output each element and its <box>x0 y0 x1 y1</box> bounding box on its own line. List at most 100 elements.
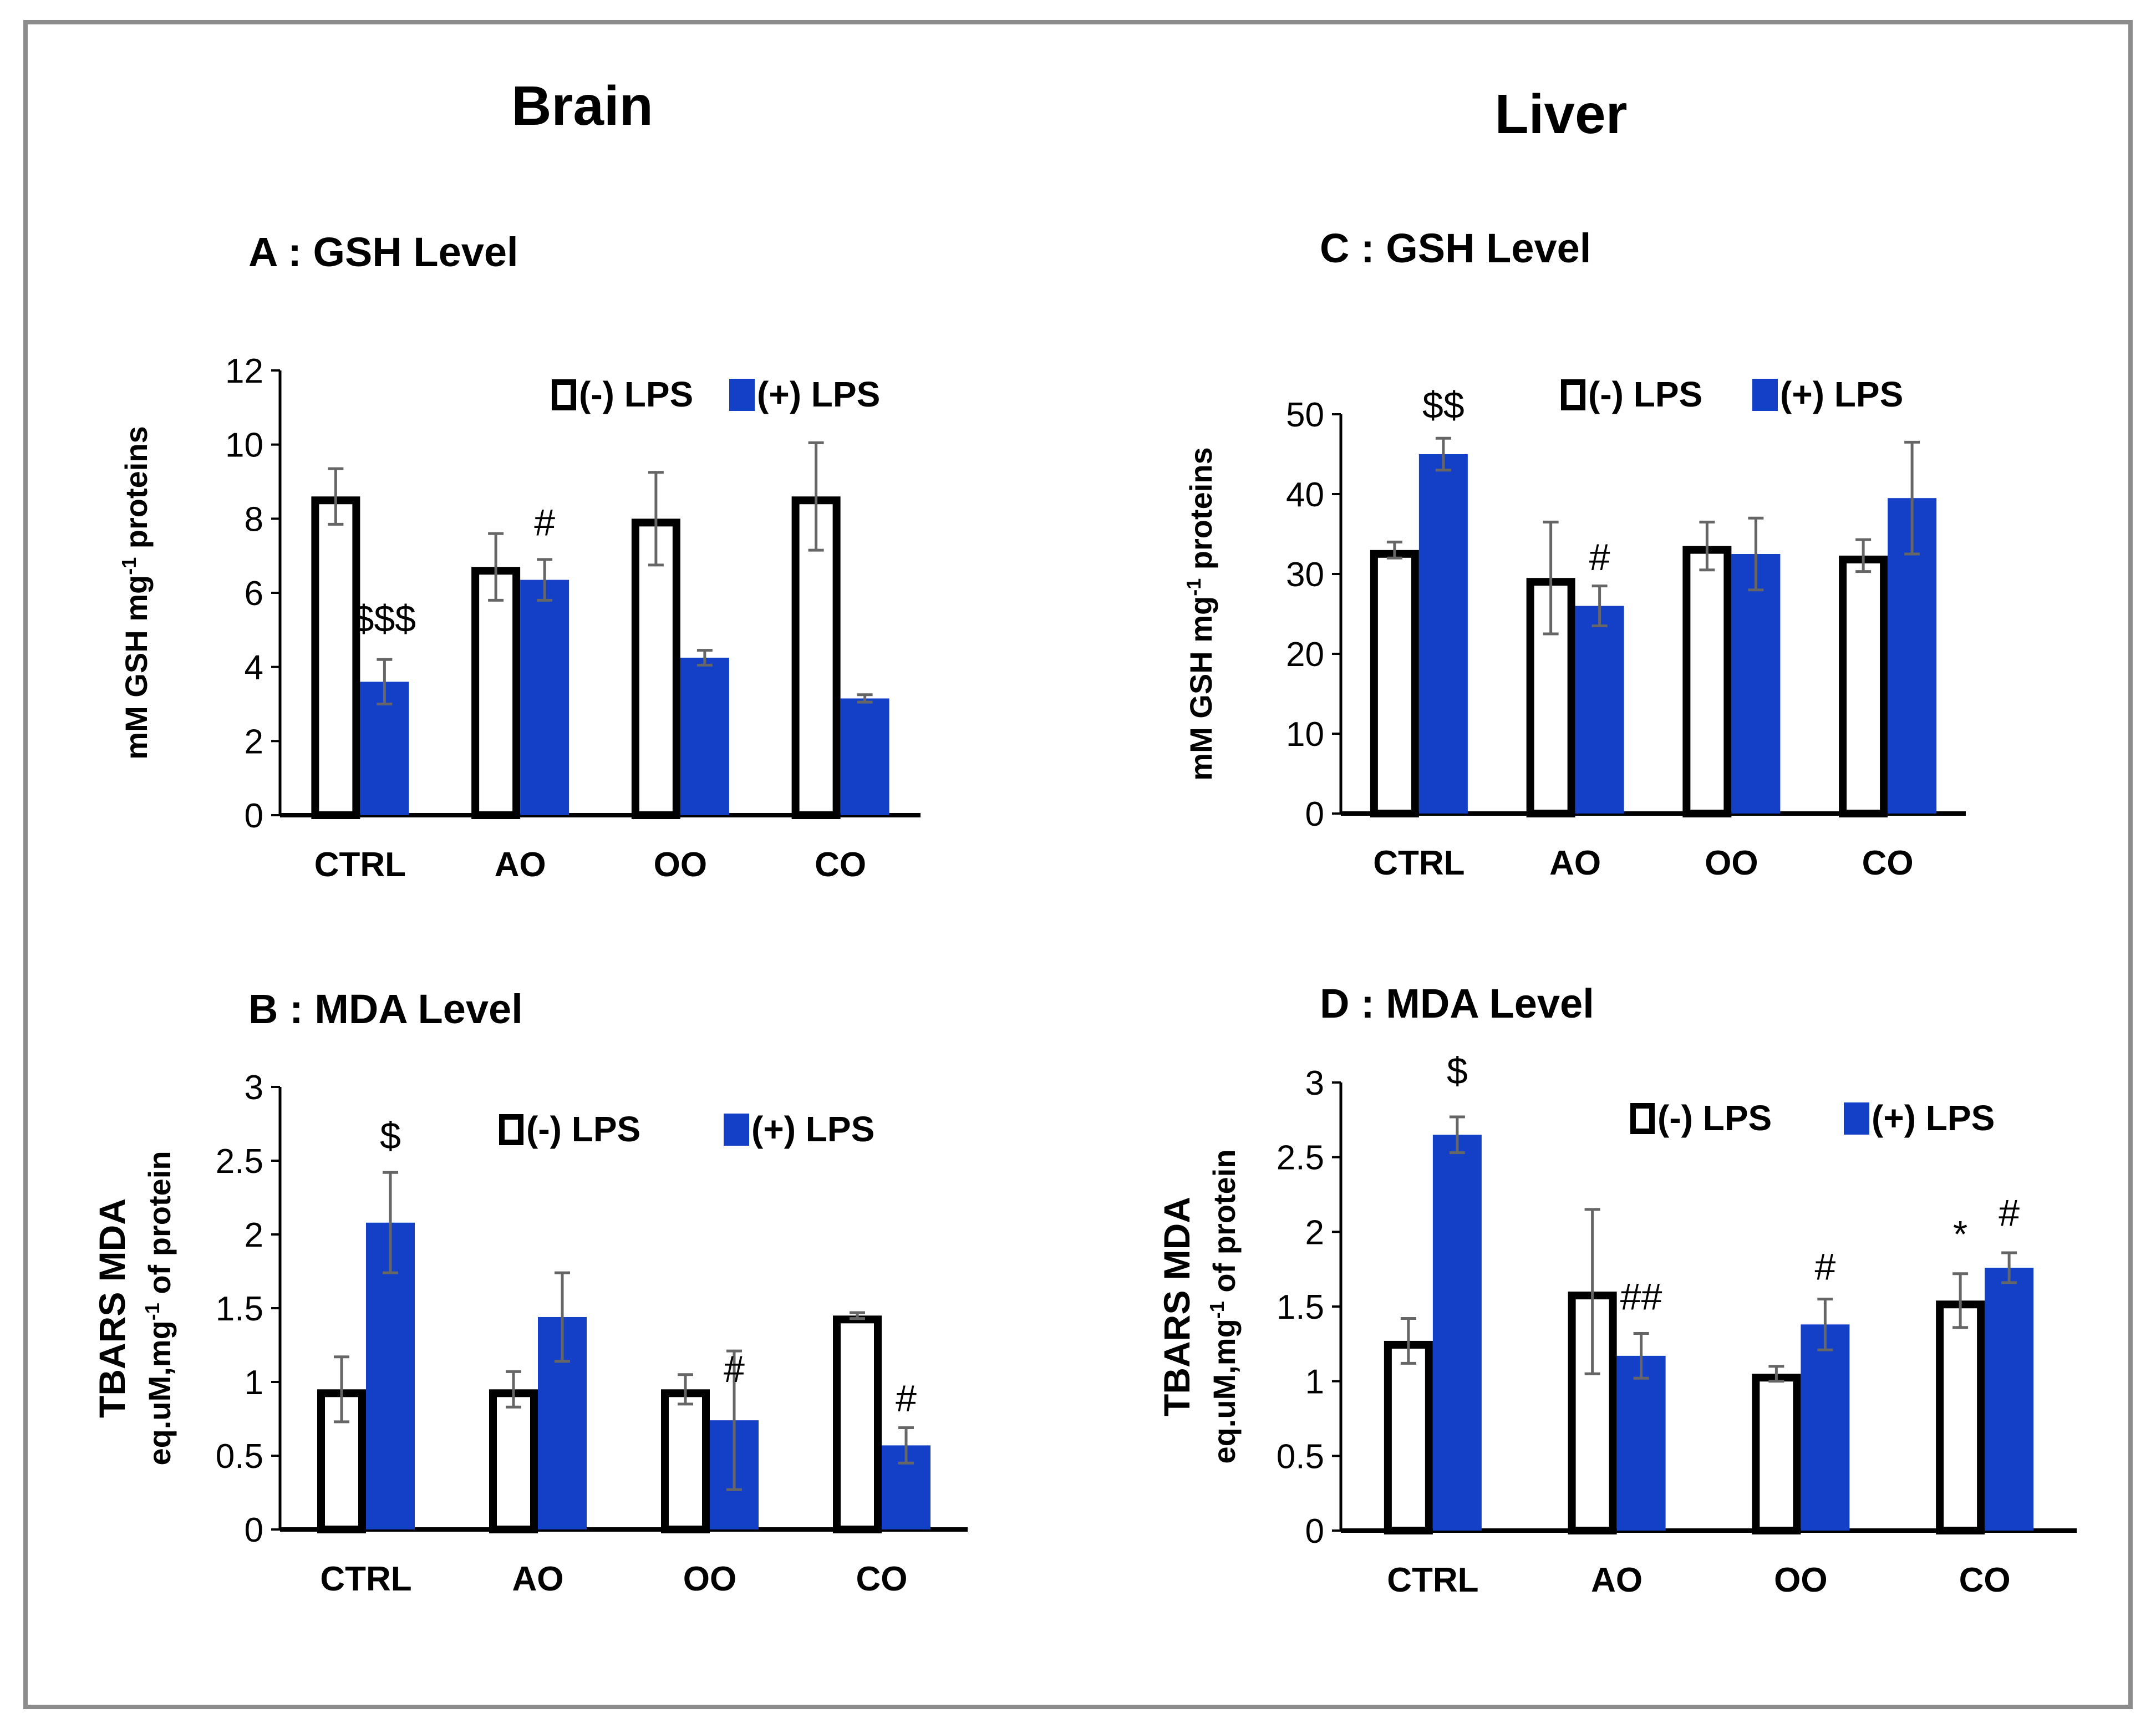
legend-label-neg: (-) LPS <box>526 1109 640 1149</box>
legend-swatch-pos <box>1752 379 1778 411</box>
bar-neg-lps <box>1682 546 1732 817</box>
legend-swatch-neg <box>1561 379 1585 410</box>
bar-neg-lps <box>1752 1374 1801 1534</box>
significance-mark: # <box>724 1348 745 1390</box>
y-tick-label: 12 <box>225 352 263 390</box>
ylabel-superscript: -1 <box>1206 1301 1228 1319</box>
significance-mark: # <box>1589 536 1610 578</box>
legend-label-pos: (+) LPS <box>1780 374 1903 414</box>
significance-mark: # <box>534 501 555 543</box>
y-tick-label: 20 <box>1286 636 1324 674</box>
y-tick-label: 10 <box>1286 715 1324 754</box>
chart-title: B : MDA Level <box>248 986 523 1032</box>
y-tick-label: 2 <box>1305 1213 1324 1252</box>
y-tick-label: 6 <box>245 575 263 613</box>
bar-pos-lps <box>1418 454 1468 814</box>
y-tick-label: 2.5 <box>216 1142 263 1181</box>
x-tick-label: AO <box>1549 844 1601 882</box>
x-tick-label: AO <box>1591 1561 1643 1599</box>
legend-swatch-pos <box>724 1114 749 1146</box>
x-tick-label: AO <box>495 846 546 884</box>
y-tick-label: 30 <box>1286 556 1324 594</box>
x-tick-label: CO <box>1862 844 1914 882</box>
y-tick-label: 1 <box>245 1364 263 1402</box>
bar-neg-lps <box>489 1389 538 1534</box>
y-tick-label: 0 <box>1305 795 1324 833</box>
significance-mark: # <box>1814 1246 1835 1288</box>
y-tick-label: 0 <box>1305 1512 1324 1551</box>
bar-pos-lps <box>680 657 729 815</box>
bar-neg-lps <box>833 1315 882 1534</box>
legend-label-pos: (+) LPS <box>757 374 880 414</box>
bar-pos-lps <box>520 580 569 815</box>
x-tick-label: OO <box>683 1560 736 1598</box>
bar-pos-lps <box>1801 1324 1850 1531</box>
x-tick-label: CO <box>1959 1561 2011 1599</box>
bar-pos-lps <box>1731 554 1781 814</box>
y-tick-label: 1.5 <box>1277 1288 1324 1327</box>
bar-pos-lps <box>1985 1267 2034 1531</box>
chart-title: C : GSH Level <box>1320 225 1591 271</box>
legend-swatch-neg <box>1630 1103 1655 1134</box>
y-tick-label: 3 <box>245 1069 263 1107</box>
column-title-brain: Brain <box>511 75 653 137</box>
y-tick-label: 0 <box>245 1511 263 1549</box>
legend-label-neg: (-) LPS <box>1657 1098 1772 1138</box>
significance-mark: $$ <box>1422 384 1465 426</box>
significance-mark: $ <box>1447 1050 1468 1092</box>
y-tick-label: 50 <box>1286 396 1324 434</box>
bar-neg-lps <box>1936 1300 1985 1534</box>
column-title-liver: Liver <box>1494 83 1627 145</box>
y-tick-label: 0.5 <box>216 1437 263 1476</box>
legend-swatch-pos <box>729 379 755 411</box>
chart-title: A : GSH Level <box>248 229 518 275</box>
y-tick-label: 1 <box>1305 1363 1324 1401</box>
bar-neg-lps <box>631 519 680 819</box>
y-axis-label: mM GSH mg-1 proteins <box>1182 447 1219 780</box>
significance-mark: ## <box>1620 1275 1662 1318</box>
significance-mark: * <box>1953 1213 1967 1255</box>
y-tick-label: 40 <box>1286 476 1324 514</box>
bar-neg-lps <box>311 496 360 819</box>
x-tick-label: CTRL <box>320 1560 411 1598</box>
legend-label-pos: (+) LPS <box>1872 1098 1995 1138</box>
legend-label-neg: (-) LPS <box>1588 374 1702 414</box>
ylabel-superscript: -1 <box>1182 578 1205 596</box>
y-tick-label: 0.5 <box>1277 1437 1324 1476</box>
y-axis-label: TBARS MDA <box>91 1198 133 1418</box>
x-tick-label: OO <box>1705 844 1758 882</box>
y-tick-label: 2 <box>245 1216 263 1254</box>
y-tick-label: 4 <box>245 649 263 687</box>
bar-pos-lps <box>1616 1355 1666 1531</box>
chart-A: A : GSH Level 0 2 4 6 8 10 12 mM GSH mg-1 protei… <box>118 229 921 884</box>
x-tick-label: CTRL <box>1373 844 1465 882</box>
x-tick-label: CO <box>856 1560 908 1598</box>
bar-pos-lps <box>840 698 889 815</box>
bar-neg-lps <box>1839 555 1888 817</box>
ylabel-superscript: -1 <box>118 557 140 575</box>
y-tick-label: 8 <box>245 500 263 538</box>
y-tick-label: 10 <box>225 426 263 465</box>
x-tick-label: AO <box>512 1560 564 1598</box>
significance-mark: # <box>896 1378 917 1420</box>
significance-mark: # <box>1999 1192 2020 1234</box>
x-tick-label: CTRL <box>1387 1561 1478 1599</box>
x-tick-label: OO <box>1774 1561 1827 1599</box>
y-tick-label: 3 <box>1305 1064 1324 1102</box>
significance-mark: $ <box>380 1115 401 1157</box>
y-tick-label: 2 <box>245 723 263 761</box>
legend-swatch-pos <box>1844 1102 1869 1135</box>
significance-mark: $$$ <box>353 598 416 640</box>
y-axis-label: mM GSH mg-1 proteins <box>118 426 154 759</box>
ylabel-superscript: -1 <box>141 1303 164 1320</box>
bar-pos-lps <box>1575 606 1624 814</box>
chart-title: D : MDA Level <box>1320 980 1594 1026</box>
legend-label-neg: (-) LPS <box>579 374 693 414</box>
x-tick-label: OO <box>654 846 707 884</box>
legend-swatch-neg <box>499 1114 523 1145</box>
y-tick-label: 0 <box>245 797 263 835</box>
